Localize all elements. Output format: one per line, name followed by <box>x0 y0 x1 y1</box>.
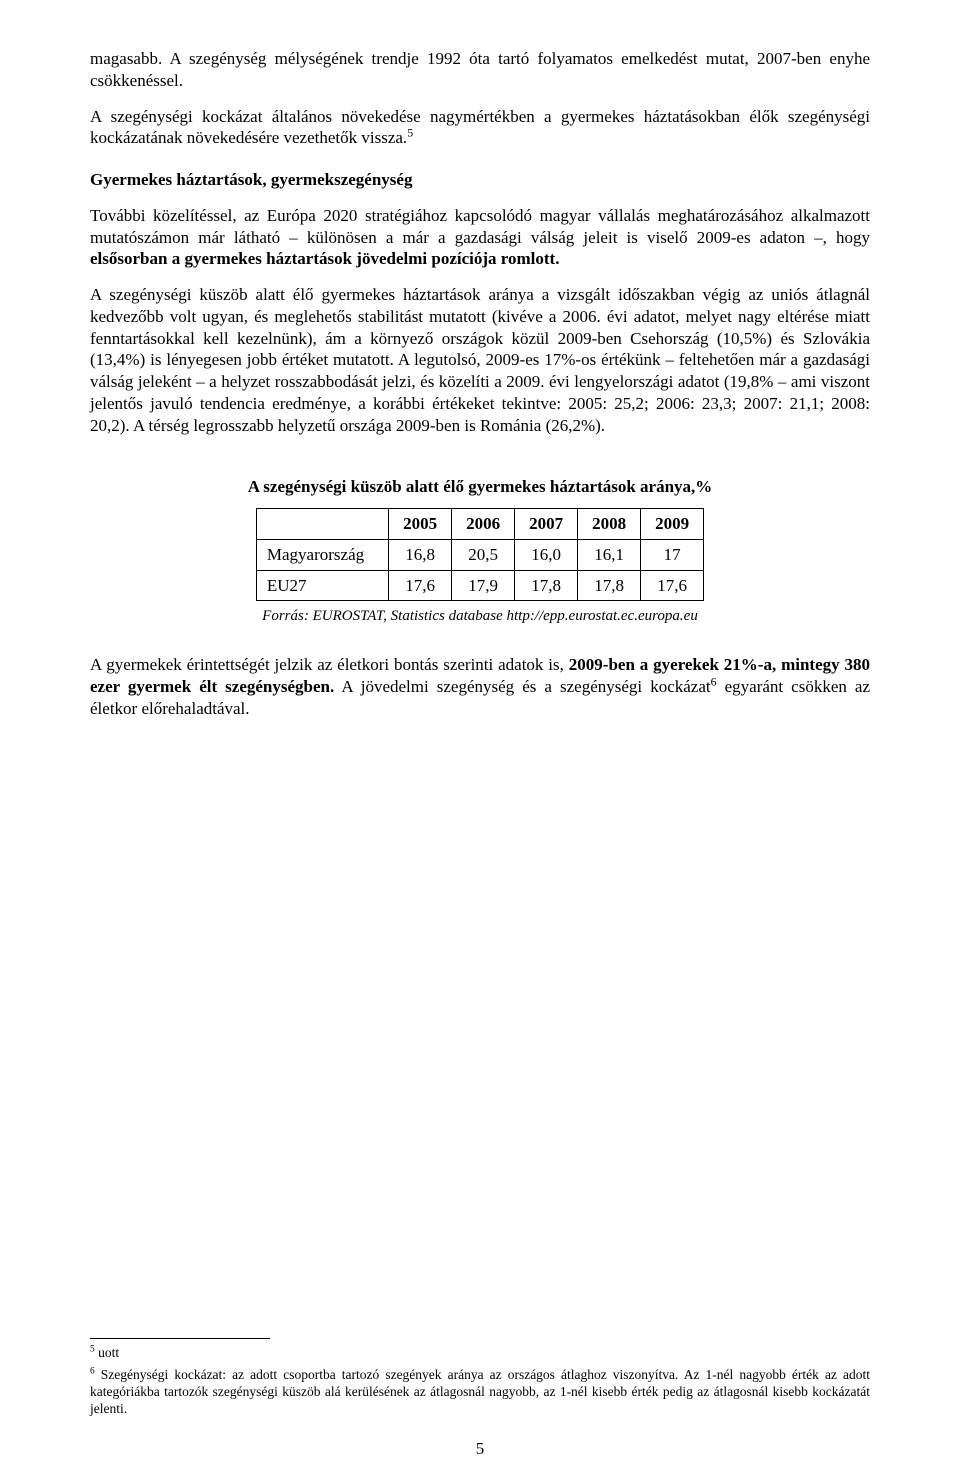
table-cell: 16,0 <box>515 539 578 570</box>
paragraph-risk-text: A szegénységi kockázat általános növeked… <box>90 107 870 148</box>
footnote-ref-5: 5 <box>407 126 413 140</box>
table-source: Forrás: EUROSTAT, Statistics database ht… <box>90 607 870 626</box>
table-header-cell: 2005 <box>389 509 452 540</box>
table-cell: 16,8 <box>389 539 452 570</box>
table-row-label: Magyarország <box>256 539 388 570</box>
paragraph-approach: További közelítéssel, az Európa 2020 str… <box>90 205 870 270</box>
footnote-6: 6 Szegénységi kockázat: az adott csoport… <box>90 1367 870 1418</box>
paragraph-risk: A szegénységi kockázat általános növeked… <box>90 106 870 150</box>
paragraph-intro: magasabb. A szegénység mélységének trend… <box>90 48 870 92</box>
footnotes-block: 5 uott 6 Szegénységi kockázat: az adott … <box>90 1338 870 1425</box>
paragraph-children: A gyermekek érintettségét jelzik az élet… <box>90 654 870 719</box>
table-header-row: 2005 2006 2007 2008 2009 <box>256 509 703 540</box>
data-table: 2005 2006 2007 2008 2009 Magyarország 16… <box>256 508 704 601</box>
paragraph-approach-a: További közelítéssel, az Európa 2020 str… <box>90 206 870 247</box>
table-header-cell: 2009 <box>641 509 704 540</box>
footnote-6-text: Szegénységi kockázat: az adott csoportba… <box>90 1367 870 1416</box>
table-cell: 17,8 <box>515 570 578 601</box>
table-header-cell: 2006 <box>452 509 515 540</box>
paragraph-approach-b: elsősorban a gyermekes háztartások jöved… <box>90 249 559 268</box>
paragraph-children-c: A jövedelmi szegénység és a szegénységi … <box>334 677 710 696</box>
table-header-cell: 2007 <box>515 509 578 540</box>
table-cell: 17 <box>641 539 704 570</box>
table-cell: 17,6 <box>641 570 704 601</box>
table-cell: 17,6 <box>389 570 452 601</box>
paragraph-children-a: A gyermekek érintettségét jelzik az élet… <box>90 655 569 674</box>
table-cell: 20,5 <box>452 539 515 570</box>
paragraph-threshold: A szegénységi küszöb alatt élő gyermekes… <box>90 284 870 436</box>
footnote-5-text: uott <box>95 1345 119 1360</box>
table-cell: 16,1 <box>578 539 641 570</box>
table-cell: 17,9 <box>452 570 515 601</box>
footnote-rule <box>90 1338 270 1339</box>
table-header-empty <box>256 509 388 540</box>
table-header-cell: 2008 <box>578 509 641 540</box>
section-heading-households: Gyermekes háztartások, gyermekszegénység <box>90 169 870 191</box>
table-title: A szegénységi küszöb alatt élő gyermekes… <box>90 476 870 498</box>
table-cell: 17,8 <box>578 570 641 601</box>
table-row: Magyarország 16,8 20,5 16,0 16,1 17 <box>256 539 703 570</box>
table-row-label: EU27 <box>256 570 388 601</box>
table-row: EU27 17,6 17,9 17,8 17,8 17,6 <box>256 570 703 601</box>
footnote-5: 5 uott <box>90 1345 870 1362</box>
page-number: 5 <box>0 1438 960 1460</box>
